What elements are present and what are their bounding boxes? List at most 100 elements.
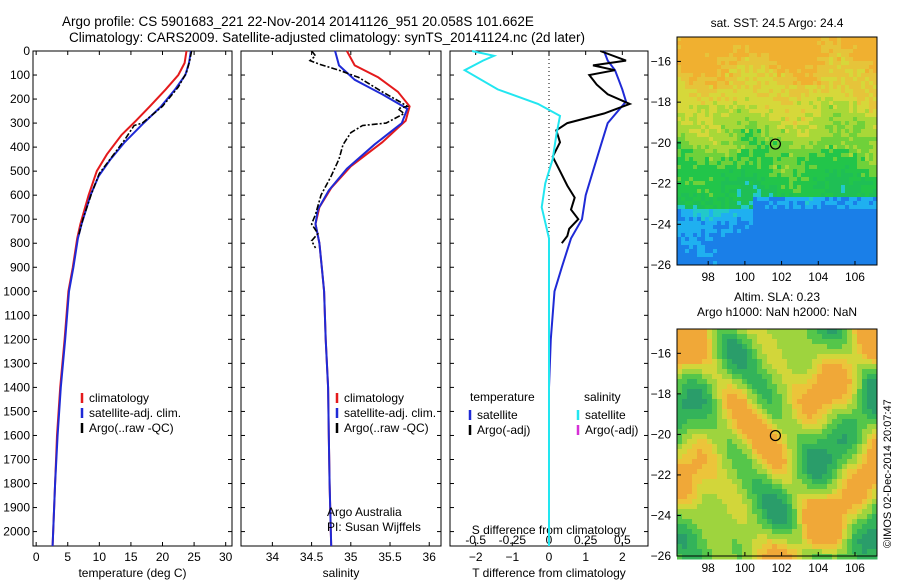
map-cell	[737, 181, 742, 186]
map-cell	[849, 81, 854, 86]
map-cell	[857, 484, 863, 490]
map-cell	[733, 169, 738, 174]
map-cell	[825, 129, 830, 134]
map-cell	[757, 245, 762, 250]
map-cell	[781, 129, 786, 134]
map-cell	[693, 169, 698, 174]
map-cell	[781, 261, 786, 266]
map-cell	[873, 261, 878, 266]
map-cell	[777, 181, 782, 186]
map-cell	[729, 145, 734, 150]
map-cell	[802, 374, 808, 380]
map-cell	[801, 221, 806, 226]
map-cell	[813, 173, 818, 178]
map-cell	[753, 173, 758, 178]
map-cell	[813, 181, 818, 186]
map-cell	[747, 414, 753, 420]
map-cell	[805, 61, 810, 66]
map-cell	[849, 117, 854, 122]
map-cell	[812, 474, 818, 480]
map-cell	[705, 89, 710, 94]
map-cell	[737, 439, 743, 445]
map-cell	[757, 554, 763, 560]
map-cell	[725, 133, 730, 138]
map-cell	[687, 459, 693, 465]
map-cell	[747, 339, 753, 345]
map-cell	[797, 153, 802, 158]
map-cell	[737, 394, 743, 400]
map-cell	[805, 169, 810, 174]
map-cell	[813, 41, 818, 46]
map-cell	[697, 449, 703, 455]
map-cell	[857, 121, 862, 126]
map-cell	[761, 65, 766, 70]
map-cell	[842, 484, 848, 490]
map-cell	[837, 504, 843, 510]
map-cell	[727, 419, 733, 425]
map-cell	[829, 49, 834, 54]
map-cell	[789, 213, 794, 218]
map-cell	[677, 424, 683, 430]
map-cell	[797, 369, 803, 375]
map-cell	[797, 113, 802, 118]
map-cell	[745, 229, 750, 234]
map-cell	[777, 161, 782, 166]
map-cell	[725, 41, 730, 46]
map-cell	[677, 69, 682, 74]
map-cell	[753, 201, 758, 206]
map-cell	[681, 253, 686, 258]
map-cell	[732, 409, 738, 415]
map-cell	[769, 49, 774, 54]
map-cell	[792, 374, 798, 380]
map-cell	[725, 197, 730, 202]
series-line-argo-raw-qc	[308, 50, 410, 249]
map-cell	[841, 237, 846, 242]
x-tick-label: 20	[156, 550, 170, 564]
map-cell	[857, 221, 862, 226]
map-cell	[825, 81, 830, 86]
map-cell	[697, 233, 702, 238]
map-cell	[697, 364, 703, 370]
map-cell	[753, 137, 758, 142]
map-cell	[873, 221, 878, 226]
map-cell	[702, 364, 708, 370]
map-cell	[827, 364, 833, 370]
map-cell	[713, 49, 718, 54]
map-cell	[857, 359, 863, 365]
map-cell	[749, 93, 754, 98]
map-cell	[707, 474, 713, 480]
map-cell	[721, 37, 726, 42]
map-cell	[777, 169, 782, 174]
map-cell	[777, 217, 782, 222]
map-cell	[829, 233, 834, 238]
map-cell	[837, 45, 842, 50]
map-cell	[805, 77, 810, 82]
map-cell	[689, 137, 694, 142]
map-cell	[733, 241, 738, 246]
map-cell	[725, 117, 730, 122]
map-cell	[852, 534, 858, 540]
map-cell	[861, 249, 866, 254]
map-cell	[837, 181, 842, 186]
map-cell	[705, 221, 710, 226]
map-cell	[781, 89, 786, 94]
map-cell	[833, 245, 838, 250]
map-cell	[801, 193, 806, 198]
map-cell	[837, 349, 843, 355]
map-cell	[787, 484, 793, 490]
map-cell	[762, 344, 768, 350]
map-cell	[705, 93, 710, 98]
map-cell	[827, 399, 833, 405]
map-cell	[802, 414, 808, 420]
map-cell	[777, 484, 783, 490]
map-cell	[797, 489, 803, 495]
map-cell	[733, 61, 738, 66]
map-cell	[857, 57, 862, 62]
map-cell	[677, 65, 682, 70]
map-cell	[793, 153, 798, 158]
map-cell	[737, 113, 742, 118]
map-cell	[805, 81, 810, 86]
map-cell	[697, 113, 702, 118]
map-cell	[789, 117, 794, 122]
map-cell	[801, 173, 806, 178]
